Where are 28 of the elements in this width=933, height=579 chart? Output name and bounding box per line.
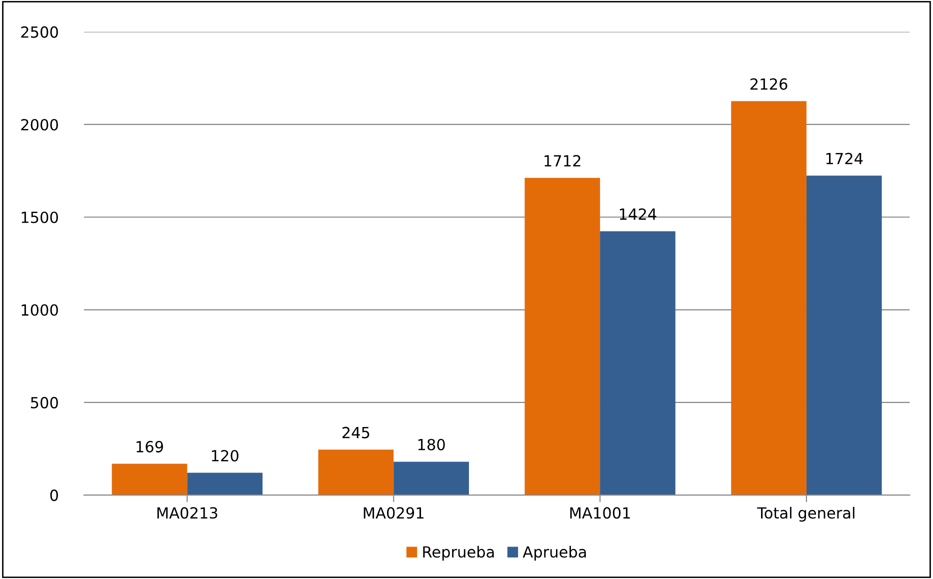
x-tick-label: MA0291: [364, 507, 424, 519]
bar: [318, 450, 394, 496]
legend-label: Aprueba: [522, 546, 586, 561]
y-tick-label: 1000: [22, 304, 58, 316]
data-label: 180: [418, 438, 445, 450]
bar: [600, 231, 676, 496]
bar: [806, 176, 882, 496]
y-tick-label: 500: [30, 396, 58, 408]
data-label: 169: [136, 440, 164, 452]
bar: [112, 464, 188, 496]
x-tick-label: MA0213: [157, 507, 218, 519]
y-tick-label: 2500: [21, 26, 58, 38]
y-tick-label: 1500: [22, 212, 58, 224]
data-label: 2126: [750, 78, 788, 90]
y-tick-label: 2000: [21, 118, 58, 131]
data-label: 1424: [620, 208, 656, 220]
data-label: 245: [342, 426, 370, 438]
bar: [731, 101, 806, 496]
bar: [187, 472, 263, 496]
y-tick-label: 0: [50, 490, 58, 502]
data-label: 1724: [826, 152, 863, 164]
x-tick-label: Total general: [757, 506, 854, 522]
bar: [524, 178, 600, 496]
data-label: 1712: [544, 154, 580, 166]
data-label: 120: [212, 450, 238, 462]
x-tick-label: MA1001: [570, 507, 630, 519]
bar: [394, 462, 469, 496]
legend-label: Reprueba: [423, 546, 494, 561]
